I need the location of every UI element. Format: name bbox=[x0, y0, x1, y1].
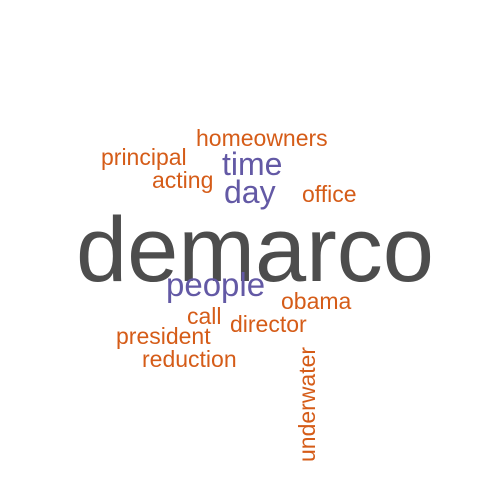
word-director: director bbox=[230, 311, 307, 337]
word-reduction: reduction bbox=[142, 346, 237, 372]
word-call: call bbox=[187, 303, 222, 329]
word-underwater: underwater bbox=[294, 346, 320, 462]
word-people: people bbox=[166, 266, 266, 303]
word-president: president bbox=[116, 323, 211, 349]
word-homeowners: homeowners bbox=[196, 125, 328, 151]
word-office: office bbox=[302, 181, 357, 207]
word-acting: acting bbox=[152, 167, 214, 193]
word-demarco: demarco bbox=[76, 199, 434, 301]
word-obama: obama bbox=[281, 288, 352, 314]
word-principal: principal bbox=[101, 144, 187, 170]
word-time: time bbox=[222, 146, 283, 182]
word-day: day bbox=[224, 174, 276, 210]
